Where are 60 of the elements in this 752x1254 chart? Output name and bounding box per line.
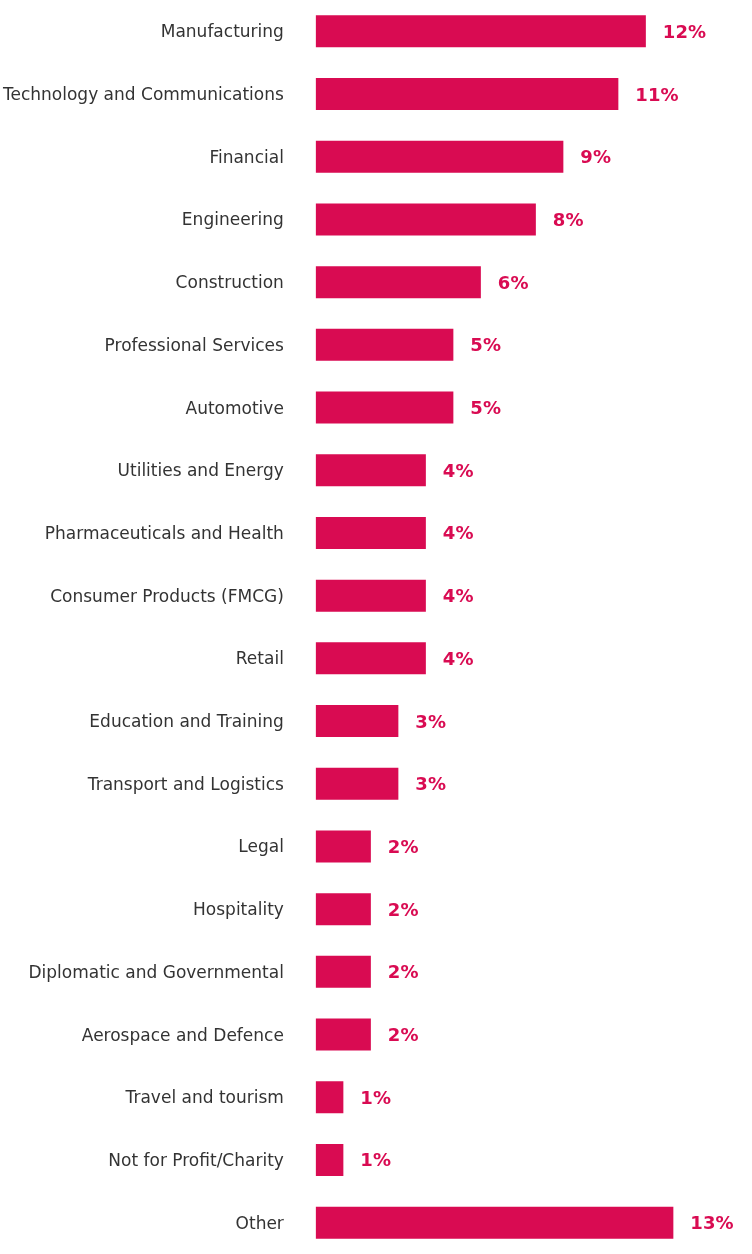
y-tick-label: Travel and tourism bbox=[124, 1087, 284, 1108]
data-label: 4% bbox=[442, 585, 474, 607]
y-tick-label: Financial bbox=[209, 146, 284, 167]
y-tick-label: Aerospace and Defence bbox=[81, 1024, 284, 1045]
y-tick-label: Construction bbox=[175, 272, 284, 293]
data-label: 2% bbox=[387, 898, 419, 920]
y-tick-label: Automotive bbox=[185, 397, 284, 418]
y-tick-label: Diplomatic and Governmental bbox=[28, 961, 284, 982]
data-label: 4% bbox=[442, 459, 474, 481]
bar bbox=[315, 705, 399, 738]
y-tick-label: Professional Services bbox=[104, 334, 284, 355]
bar bbox=[315, 266, 481, 299]
y-tick-label: Technology and Communications bbox=[1, 84, 284, 105]
bar bbox=[315, 454, 426, 487]
bar bbox=[315, 579, 426, 612]
data-label: 2% bbox=[387, 1024, 419, 1046]
data-label: 5% bbox=[470, 397, 501, 419]
y-tick-label: Legal bbox=[238, 836, 284, 857]
bar bbox=[315, 15, 646, 48]
data-label: 9% bbox=[580, 146, 611, 168]
data-label: 6% bbox=[497, 271, 529, 293]
y-tick-label: Utilities and Energy bbox=[117, 460, 284, 481]
bar bbox=[315, 955, 371, 988]
y-tick-label: Consumer Products (FMCG) bbox=[50, 585, 284, 606]
data-label: 1% bbox=[360, 1086, 391, 1108]
bar bbox=[315, 391, 454, 424]
bar bbox=[315, 767, 399, 800]
data-label: 4% bbox=[442, 647, 474, 669]
data-label: 13% bbox=[690, 1212, 734, 1234]
data-label: 11% bbox=[635, 83, 679, 105]
bar bbox=[315, 1143, 344, 1176]
data-label: 4% bbox=[442, 522, 474, 544]
bar bbox=[315, 516, 426, 549]
data-label: 5% bbox=[470, 334, 501, 356]
bar bbox=[315, 203, 536, 236]
bar bbox=[315, 1206, 674, 1239]
y-tick-label: Education and Training bbox=[89, 711, 284, 732]
bar bbox=[315, 1081, 344, 1114]
data-label: 12% bbox=[662, 20, 706, 42]
data-label: 1% bbox=[360, 1149, 391, 1171]
y-tick-label: Not for Profit/Charity bbox=[108, 1149, 284, 1170]
data-label: 2% bbox=[387, 835, 419, 857]
bar bbox=[315, 830, 371, 863]
data-label: 3% bbox=[415, 710, 446, 732]
data-label: 8% bbox=[552, 208, 584, 230]
data-label: 2% bbox=[387, 961, 419, 983]
bar bbox=[315, 642, 426, 675]
bar bbox=[315, 893, 371, 926]
y-tick-label: Pharmaceuticals and Health bbox=[44, 522, 284, 543]
y-tick-label: Transport and Logistics bbox=[86, 773, 284, 794]
y-tick-label: Manufacturing bbox=[160, 21, 284, 42]
y-tick-label: Engineering bbox=[181, 209, 284, 230]
bar bbox=[315, 328, 454, 361]
bar bbox=[315, 1018, 371, 1051]
y-tick-label: Other bbox=[235, 1212, 284, 1233]
y-tick-label: Hospitality bbox=[193, 899, 284, 920]
bar bbox=[315, 78, 619, 111]
bar bbox=[315, 140, 564, 173]
data-label: 3% bbox=[415, 773, 446, 795]
y-tick-label: Retail bbox=[235, 648, 284, 669]
